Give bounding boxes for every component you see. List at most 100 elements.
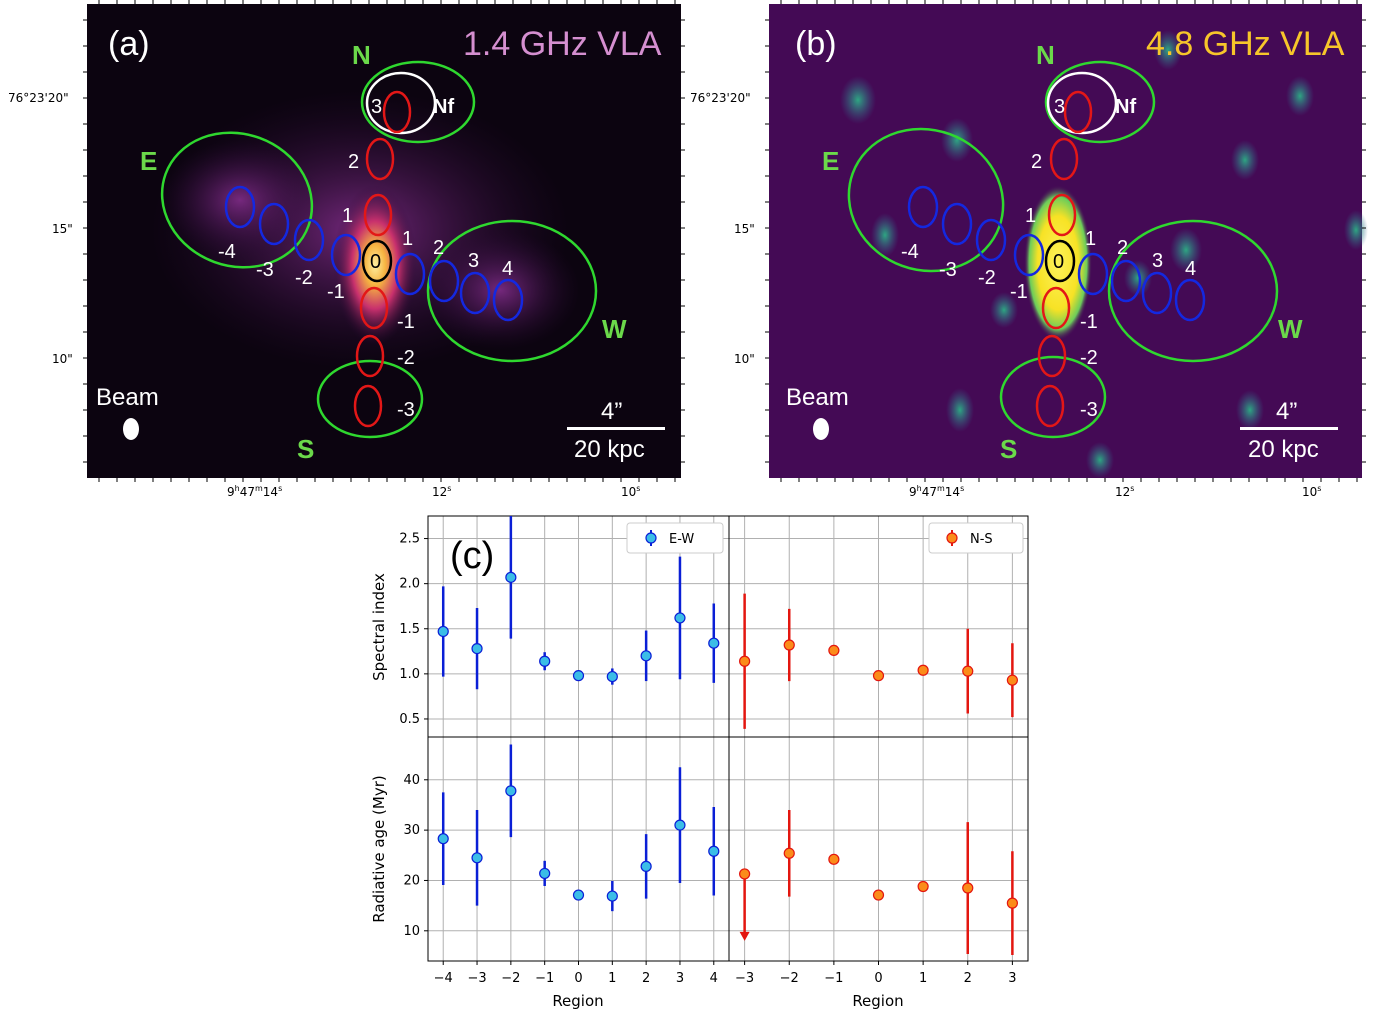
y-tick-label: 1.0 xyxy=(399,667,420,682)
panel-a-east-lobe xyxy=(160,140,320,260)
ew-ellipses-a xyxy=(224,185,524,322)
svg-text:12s: 12s xyxy=(1115,484,1134,499)
data-point xyxy=(739,868,751,880)
ra-tick-b: 9h47m14s 12s 10s xyxy=(909,484,1321,499)
label-S-b: S xyxy=(1000,434,1017,464)
data-point xyxy=(872,670,885,682)
panel-b-title: 4.8 GHz VLA xyxy=(1146,25,1345,63)
x-tick-label: 2 xyxy=(642,971,650,986)
svg-text:9h47m14s: 9h47m14s xyxy=(227,484,282,499)
label-N-b: N xyxy=(1036,40,1055,70)
x-tick-label: −1 xyxy=(535,971,554,986)
x-tick-label: 3 xyxy=(1008,971,1016,986)
dec-tick-b: 15" xyxy=(734,222,755,236)
data-point xyxy=(674,819,686,831)
data-point xyxy=(962,665,974,677)
ew-label-b: 3 xyxy=(1152,250,1163,272)
label-E-b: E xyxy=(822,146,839,176)
dec-tick-b: 10" xyxy=(734,352,755,366)
ns-ellipses-b xyxy=(1035,90,1093,428)
radec-axes: 76°23'20" 15" 10" 76°23'20" 15" 10" 9h47… xyxy=(8,0,1366,499)
ns-label-b: 2 xyxy=(1031,151,1042,173)
x-tick-label: −2 xyxy=(501,971,520,986)
region-E-b xyxy=(847,127,1005,273)
ns-ellipses-a xyxy=(353,90,412,428)
data-point xyxy=(437,833,449,845)
data-point xyxy=(1006,674,1018,686)
dec-tick-a: 10" xyxy=(52,352,73,366)
scale-top-a: 4” xyxy=(601,398,622,425)
panel-a-west-lobe xyxy=(420,230,580,350)
panel-a-title: 1.4 GHz VLA xyxy=(463,25,662,63)
data-point xyxy=(539,867,551,880)
x-tick-label: 4 xyxy=(710,971,718,986)
svg-text:10s: 10s xyxy=(621,484,640,499)
ew-label-a: -2 xyxy=(295,267,313,289)
data-point xyxy=(505,571,517,583)
data-point xyxy=(471,642,483,655)
data-point xyxy=(437,625,449,638)
center-label-a: 0 xyxy=(370,251,381,273)
data-point xyxy=(640,650,652,662)
data-point xyxy=(572,889,585,901)
scale-top-b: 4” xyxy=(1276,398,1297,425)
y-tick-label: 10 xyxy=(403,924,420,939)
ew-label-a: -1 xyxy=(327,281,345,303)
x-tick-label: −2 xyxy=(780,971,799,986)
data-point xyxy=(828,853,840,865)
region-Nf-b xyxy=(1046,71,1118,135)
y-tick-label: 1.5 xyxy=(399,622,420,637)
ew-label-b: 2 xyxy=(1117,237,1128,259)
x-tick-label: 2 xyxy=(964,971,972,986)
upper-limit-arrowhead xyxy=(739,931,750,941)
ew-label-b: 1 xyxy=(1085,228,1096,250)
ns-label-a: -2 xyxy=(397,347,415,369)
svg-text:10s: 10s xyxy=(1302,484,1321,499)
ns-label-b: -3 xyxy=(1080,399,1098,421)
data-point xyxy=(708,845,720,857)
ew-label-a: 4 xyxy=(502,258,513,280)
x-tick-label: 0 xyxy=(874,971,882,986)
svg-text:9h47m14s: 9h47m14s xyxy=(909,484,964,499)
region-N-a xyxy=(360,60,476,144)
center-label-b: 0 xyxy=(1053,251,1064,273)
panel-a-core xyxy=(333,185,417,345)
svg-text:12s: 12s xyxy=(432,484,451,499)
tick-marks xyxy=(83,0,1366,482)
ew-label-b: 4 xyxy=(1185,258,1196,280)
scale-bar-b xyxy=(1240,427,1338,430)
scale-bottom-b: 20 kpc xyxy=(1248,436,1319,463)
scale-bottom-a: 20 kpc xyxy=(574,436,645,463)
ns-label-b: -1 xyxy=(1080,311,1098,333)
y-tick-label: 30 xyxy=(403,823,420,838)
panel-c-tag: (c) xyxy=(450,535,494,577)
ns-label-b: -2 xyxy=(1080,347,1098,369)
region-S-b xyxy=(999,355,1107,439)
legend-right: N-S xyxy=(928,522,1024,554)
data-point xyxy=(828,644,840,657)
x-tick-label: 3 xyxy=(676,971,684,986)
data-point xyxy=(505,785,517,797)
beam-shape-a xyxy=(123,418,139,440)
region-N-b xyxy=(1044,60,1156,144)
ns-label-a: -3 xyxy=(397,399,415,421)
ew-label-b: -1 xyxy=(1010,281,1028,303)
beam-label-a: Beam xyxy=(96,384,159,411)
data-point xyxy=(674,612,686,624)
y-tick-label: 40 xyxy=(403,773,420,788)
data-point xyxy=(739,655,751,667)
dec-tick-a: 76°23'20" xyxy=(8,91,69,105)
x-tick-label: −4 xyxy=(434,971,453,986)
label-S-a: S xyxy=(297,434,314,464)
data-point xyxy=(917,664,929,676)
region-W-b xyxy=(1107,219,1279,363)
center-ellipse-a xyxy=(361,239,393,283)
xlabel-left: Region xyxy=(552,992,603,1010)
center-ellipse-b xyxy=(1044,239,1076,283)
beam-label-b: Beam xyxy=(786,384,849,411)
ew-label-a: -4 xyxy=(218,241,236,263)
ew-label-a: -3 xyxy=(256,259,274,281)
x-tick-label: −3 xyxy=(735,971,754,986)
beam-shape-b xyxy=(813,418,829,440)
legend-marker-ew xyxy=(645,532,657,544)
